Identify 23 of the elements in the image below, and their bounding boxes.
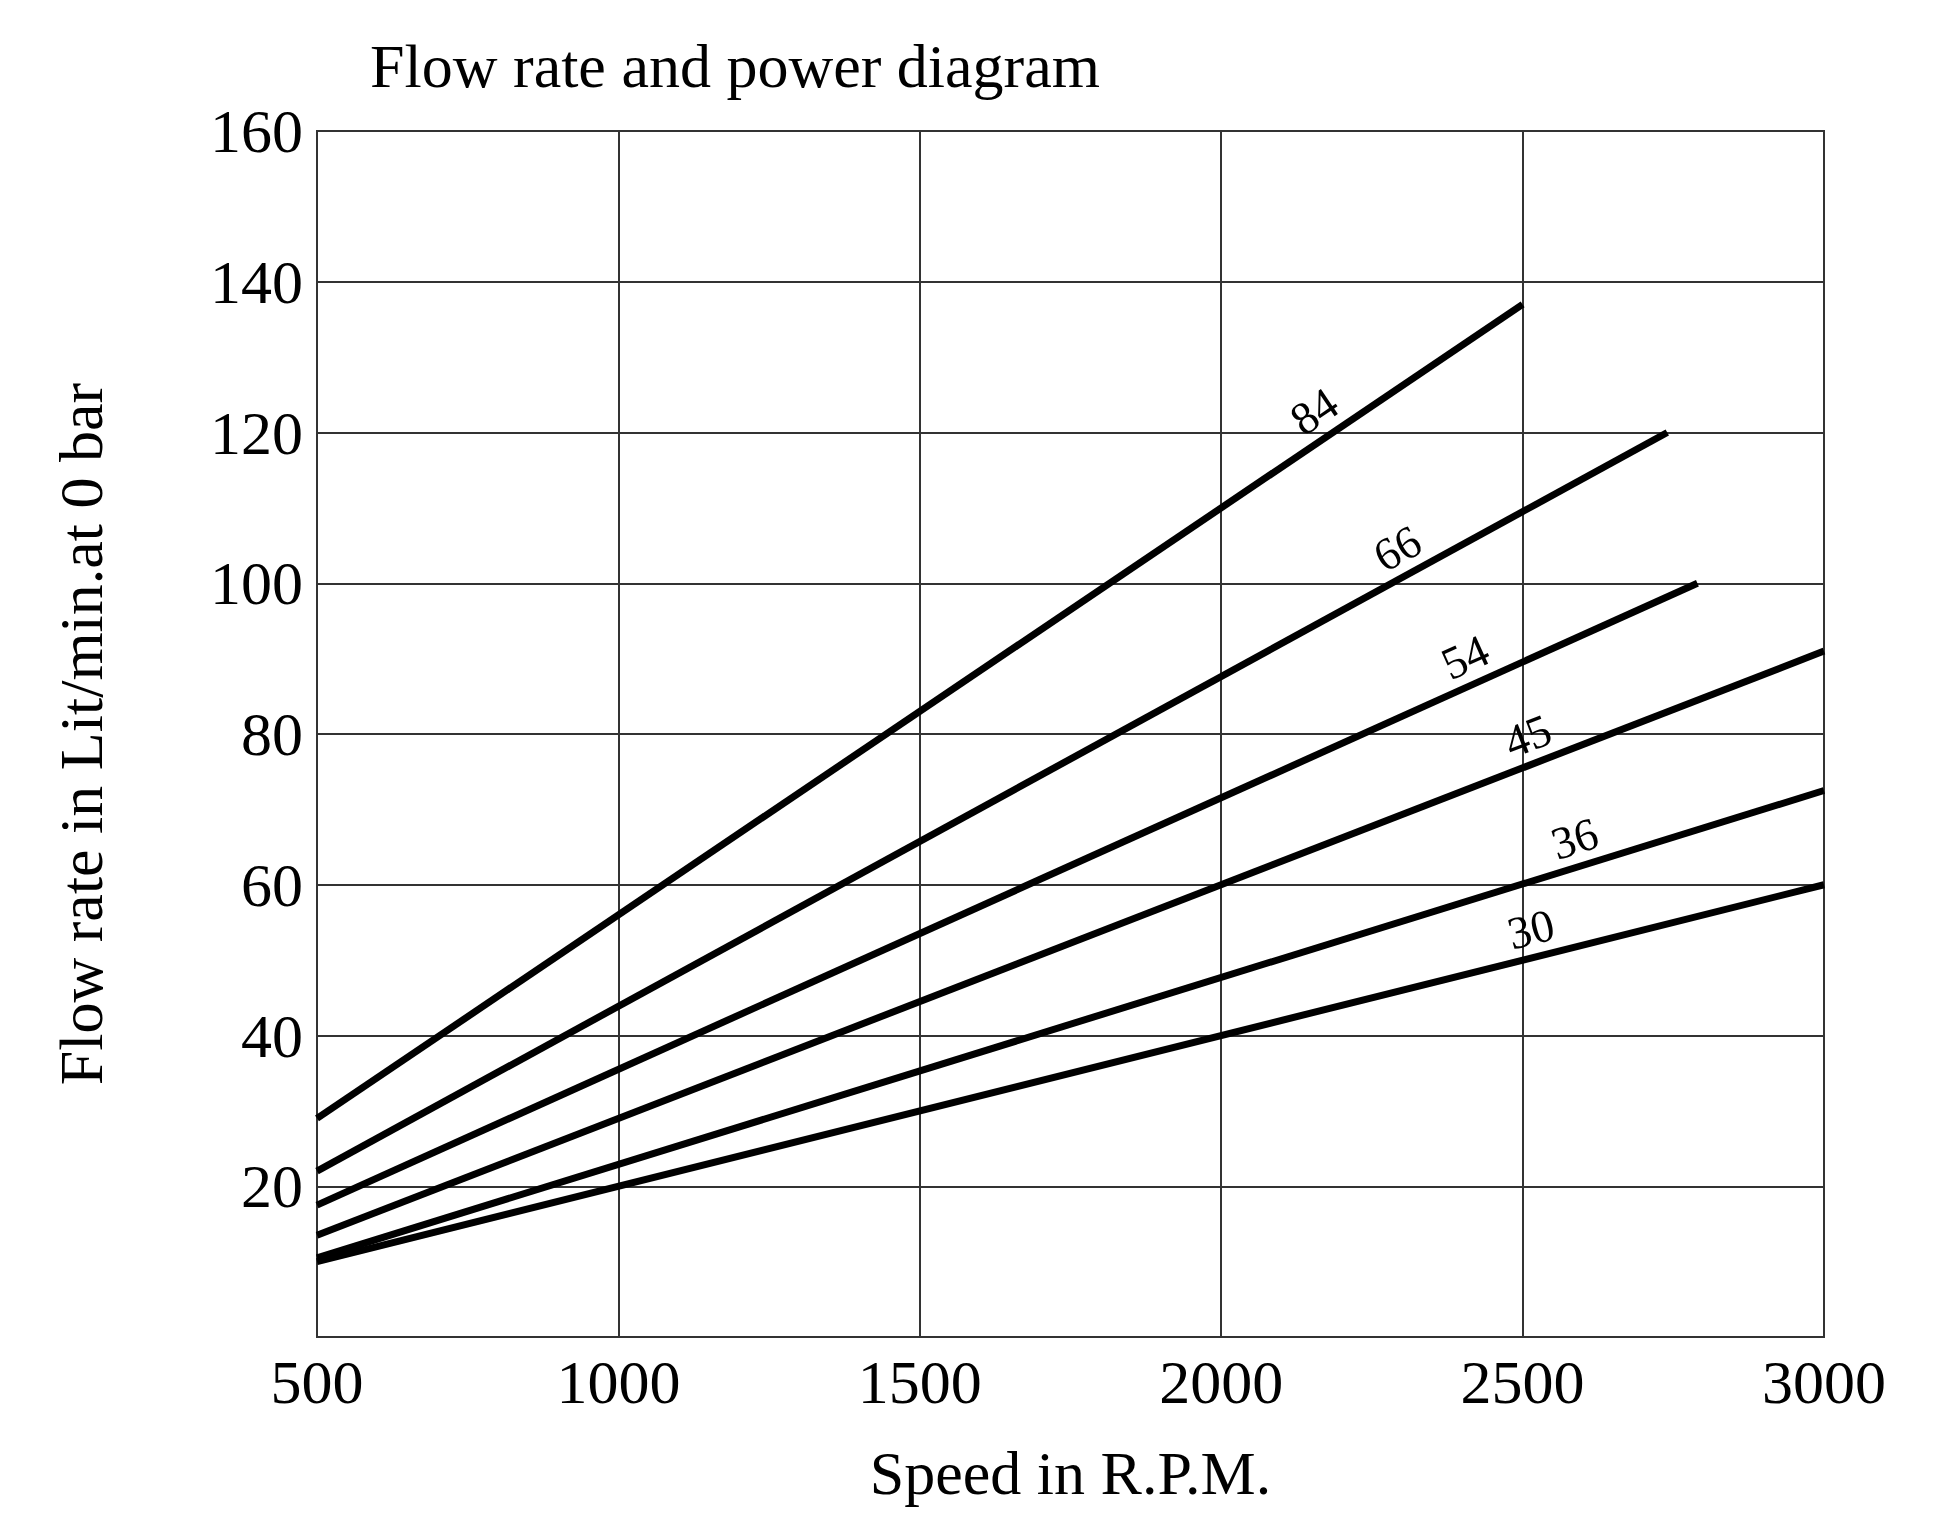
chart-title: Flow rate and power diagram <box>370 32 1100 100</box>
y-tick-label: 80 <box>241 700 303 768</box>
y-tick-label: 20 <box>241 1152 303 1221</box>
text: 54 <box>1433 624 1497 690</box>
x-axis-title: Speed in R.P.M. <box>869 1439 1272 1507</box>
y-tick-label: 60 <box>241 850 303 919</box>
y-axis-title: Flow rate in Lit/min.at 0 bar <box>47 382 115 1086</box>
y-tick-label: 160 <box>210 97 303 165</box>
x-tick-label: 2000 <box>1159 1348 1284 1416</box>
y-tick-label: 120 <box>210 398 303 467</box>
x-tick-label: 1500 <box>857 1348 982 1416</box>
y-tick-label: 100 <box>210 549 303 618</box>
x-tick-label: 2500 <box>1460 1348 1585 1416</box>
text: 30 <box>1502 898 1560 960</box>
text: 36 <box>1545 807 1605 870</box>
y-tick-label: 40 <box>241 1001 303 1070</box>
x-tick-label: 500 <box>270 1348 364 1416</box>
x-tick-label: 3000 <box>1762 1348 1886 1416</box>
x-tick-label: 1000 <box>556 1348 681 1416</box>
text: 45 <box>1496 703 1559 769</box>
text: 66 <box>1364 514 1430 582</box>
text: 84 <box>1280 377 1348 446</box>
y-tick-label: 140 <box>210 247 303 316</box>
